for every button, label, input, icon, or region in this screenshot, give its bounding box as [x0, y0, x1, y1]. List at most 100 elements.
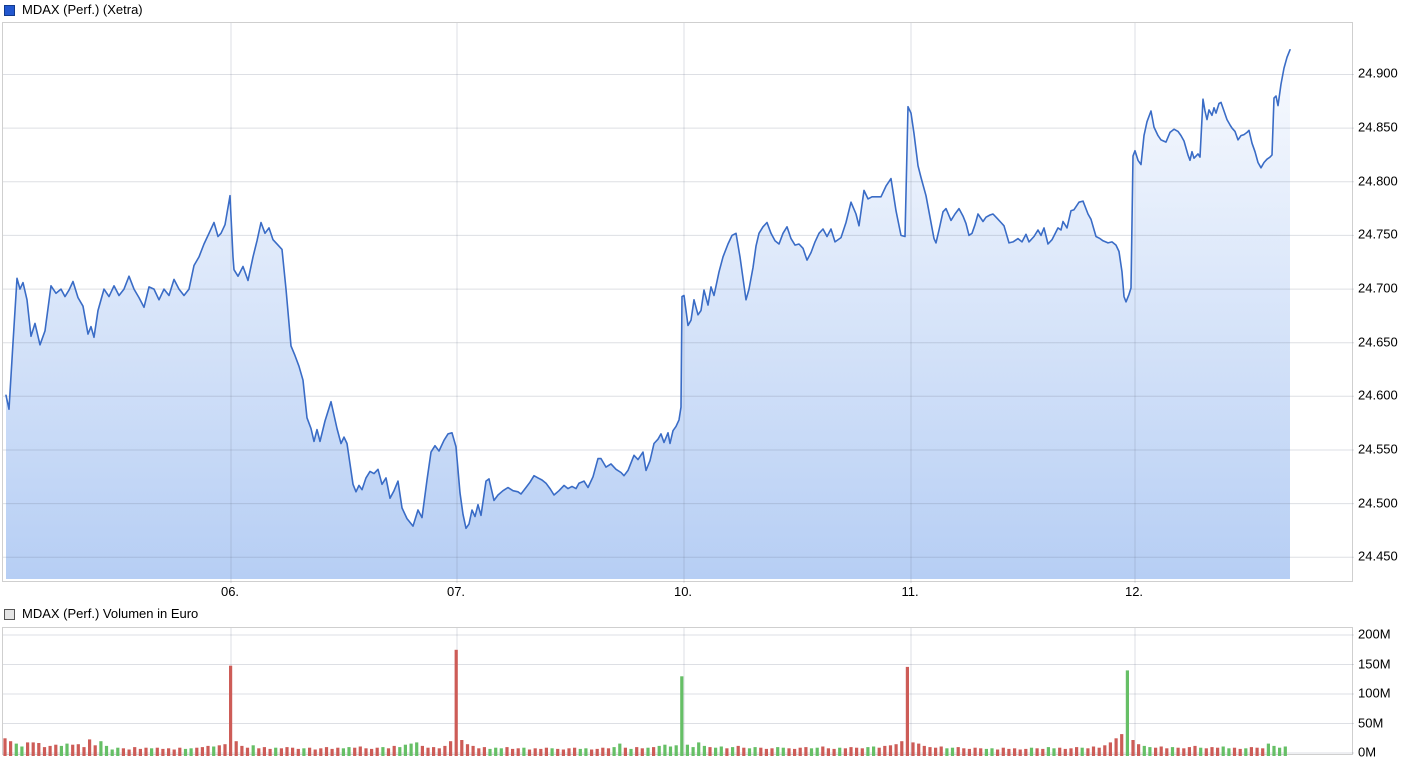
volume-bar — [71, 744, 75, 756]
volume-bar — [1108, 742, 1112, 756]
volume-bar — [849, 747, 853, 756]
price-y-tick-label: 24.500 — [1358, 495, 1398, 511]
volume-bar — [623, 747, 627, 756]
price-line — [5, 49, 1291, 530]
price-y-tick-label: 24.750 — [1358, 226, 1398, 242]
volume-bar — [353, 747, 357, 756]
volume-bar — [618, 743, 622, 756]
volume-bar — [505, 747, 509, 756]
volume-bar — [234, 741, 238, 756]
volume-bar — [905, 666, 909, 756]
volume-bar — [1227, 748, 1231, 756]
volume-bar — [99, 741, 103, 756]
volume-bar — [403, 744, 407, 756]
volume-bar — [336, 747, 340, 756]
volume-bar — [1052, 748, 1056, 756]
volume-bar — [945, 748, 949, 756]
volume-bar — [900, 741, 904, 756]
volume-bar — [1249, 747, 1253, 756]
volume-bar — [928, 747, 932, 756]
volume-bar — [471, 745, 475, 756]
volume-bar — [1075, 747, 1079, 756]
volume-bar — [776, 747, 780, 756]
volume-bar — [76, 744, 80, 756]
volume-bar — [996, 749, 1000, 756]
volume-bar — [370, 748, 374, 756]
volume-bar — [1058, 747, 1062, 756]
volume-bar — [398, 747, 402, 756]
volume-bar — [155, 747, 159, 756]
volume-bar — [866, 747, 870, 756]
volume-bar — [161, 748, 165, 756]
volume-bar — [1001, 747, 1005, 756]
volume-bar — [1080, 747, 1084, 756]
volume-bar — [178, 747, 182, 756]
volume-bar — [753, 747, 757, 756]
volume-bar — [657, 745, 661, 756]
volume-bar — [251, 745, 255, 756]
volume-bar — [1142, 745, 1146, 756]
volume-bar — [719, 746, 723, 756]
volume-bar — [138, 748, 142, 756]
price-chart-canvas — [3, 23, 1354, 583]
volume-bar — [1018, 749, 1022, 756]
volume-bar — [167, 748, 171, 756]
volume-bar — [556, 748, 560, 756]
price-legend-label: MDAX (Perf.) (Xetra) — [22, 2, 143, 17]
volume-bar — [770, 748, 774, 756]
volume-bar — [685, 744, 689, 756]
volume-bar — [488, 748, 492, 756]
volume-bar — [1029, 747, 1034, 756]
date-x-tick-label: 10. — [673, 584, 693, 599]
volume-bar — [443, 745, 447, 756]
volume-bar — [302, 748, 306, 756]
volume-bar — [1041, 748, 1045, 756]
volume-bar — [821, 746, 825, 756]
volume-bar — [257, 748, 261, 756]
volume-bar — [736, 745, 740, 756]
volume-bar — [59, 745, 63, 756]
volume-y-tick-label: 0M — [1358, 744, 1377, 760]
volume-bar — [31, 742, 35, 756]
volume-bar — [449, 741, 453, 756]
volume-bar — [725, 748, 729, 756]
volume-bar — [341, 748, 345, 756]
volume-bar — [37, 743, 41, 756]
volume-bar — [764, 748, 768, 756]
volume-bar — [533, 748, 537, 756]
volume-bar — [1221, 746, 1225, 756]
volume-bar — [65, 743, 69, 756]
volume-bar — [268, 748, 272, 756]
volume-bar — [646, 747, 650, 756]
price-grid-lines — [3, 23, 1354, 583]
volume-bar — [979, 748, 983, 756]
volume-bar — [668, 746, 673, 756]
volume-bar — [26, 742, 30, 756]
volume-bar — [787, 748, 791, 756]
volume-bar — [640, 748, 644, 756]
volume-bar — [1035, 748, 1039, 756]
volume-bar — [324, 747, 329, 756]
volume-bar — [550, 748, 554, 756]
volume-bar — [1148, 747, 1152, 756]
volume-bar — [150, 748, 154, 756]
volume-bar — [561, 749, 565, 756]
volume-series-swatch-icon — [4, 608, 15, 620]
volume-bar — [42, 747, 47, 756]
volume-bar — [584, 748, 588, 756]
volume-bar — [240, 745, 244, 756]
volume-bar — [708, 747, 712, 756]
price-y-tick-label: 24.550 — [1358, 441, 1398, 457]
volume-bar — [1216, 747, 1220, 756]
volume-bar — [415, 742, 419, 756]
volume-bar — [1024, 748, 1028, 756]
volume-y-tick-label: 150M — [1358, 656, 1391, 671]
volume-bar — [313, 749, 317, 756]
volume-bar — [195, 747, 199, 756]
volume-bar — [917, 743, 921, 756]
volume-bar — [1255, 747, 1259, 756]
volume-bar — [144, 747, 148, 756]
volume-bar — [110, 749, 114, 756]
volume-bar — [172, 749, 176, 756]
volume-bar — [420, 745, 424, 756]
